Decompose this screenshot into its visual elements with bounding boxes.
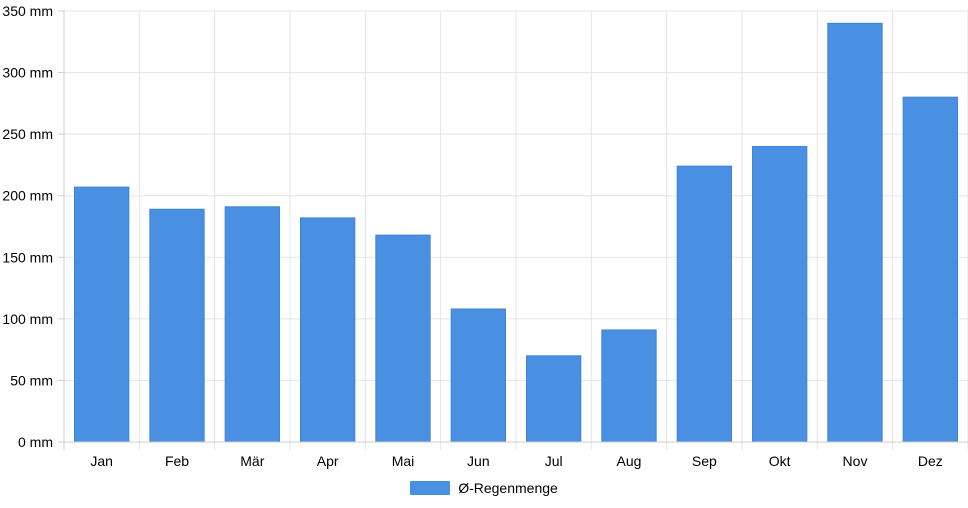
- bars: [74, 22, 959, 443]
- bar-jul: [526, 355, 582, 443]
- bar-mär: [224, 206, 281, 443]
- x-tick-label: Aug: [617, 453, 642, 469]
- x-tick-label: Sep: [692, 453, 717, 469]
- y-tick-label: 100 mm: [2, 311, 53, 327]
- x-tick-label: Okt: [769, 453, 791, 469]
- bar-nov: [827, 22, 883, 443]
- legend-swatch: [410, 481, 451, 495]
- legend[interactable]: Ø-Regenmenge: [0, 480, 968, 496]
- x-tick-label: Jun: [467, 453, 490, 469]
- x-tick-label: Mär: [240, 453, 264, 469]
- x-tick-label: Dez: [918, 453, 943, 469]
- bar-jun: [450, 308, 506, 443]
- x-tick-label: Nov: [843, 453, 868, 469]
- bar-sep: [676, 165, 733, 443]
- bar-apr: [300, 217, 356, 443]
- chart-plot: 0 mm 50 mm 100 mm 150 mm 200 mm 250 mm 300 mm 3…: [2, 3, 968, 469]
- x-tick-label: Apr: [317, 453, 339, 469]
- y-axis-ticks: 0 mm 50 mm 100 mm 150 mm 200 mm 250 mm 300 mm 3…: [2, 3, 64, 450]
- bar-feb: [149, 208, 205, 443]
- grid-lines: [64, 10, 968, 450]
- bar-dez: [902, 96, 959, 443]
- bar-mai: [375, 234, 431, 443]
- x-axis-ticks: Jan Feb Mär Apr Mai Jun Jul Aug Sep Okt Nov Dez: [90, 453, 942, 469]
- x-tick-label: Jan: [90, 453, 113, 469]
- y-tick-label: 50 mm: [10, 372, 53, 388]
- y-tick-label: 0 mm: [18, 434, 53, 450]
- bar-aug: [601, 329, 657, 443]
- x-tick-label: Feb: [165, 453, 189, 469]
- y-tick-label: 250 mm: [2, 126, 53, 142]
- legend-label: Ø-Regenmenge: [458, 480, 558, 496]
- bar-jan: [74, 186, 130, 443]
- y-tick-label: 300 mm: [2, 65, 53, 81]
- bar-okt: [752, 145, 808, 443]
- y-tick-label: 200 mm: [2, 188, 53, 204]
- y-tick-label: 350 mm: [2, 3, 53, 19]
- axes: [58, 11, 968, 450]
- x-tick-label: Jul: [545, 453, 563, 469]
- x-tick-label: Mai: [392, 453, 415, 469]
- y-tick-label: 150 mm: [2, 249, 53, 265]
